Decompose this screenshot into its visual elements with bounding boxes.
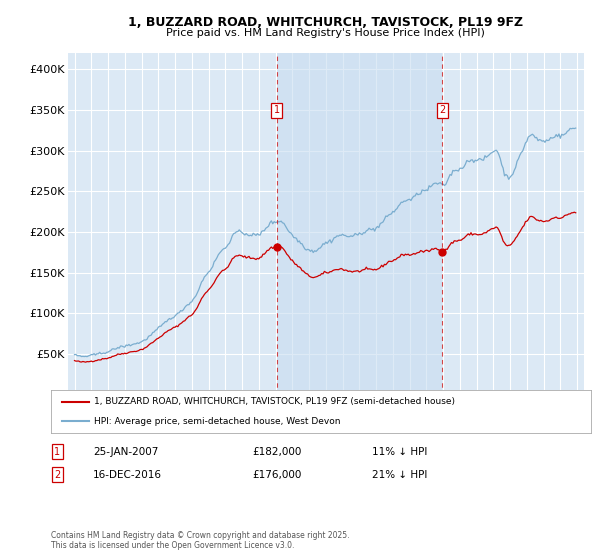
Text: Contains HM Land Registry data © Crown copyright and database right 2025.
This d: Contains HM Land Registry data © Crown c… — [51, 530, 349, 550]
Text: £176,000: £176,000 — [252, 470, 301, 480]
Text: 1, BUZZARD ROAD, WHITCHURCH, TAVISTOCK, PL19 9FZ: 1, BUZZARD ROAD, WHITCHURCH, TAVISTOCK, … — [128, 16, 523, 29]
Text: 1: 1 — [274, 105, 280, 115]
Bar — [277, 53, 442, 395]
Text: £182,000: £182,000 — [252, 447, 301, 457]
Text: 1, BUZZARD ROAD, WHITCHURCH, TAVISTOCK, PL19 9FZ (semi-detached house): 1, BUZZARD ROAD, WHITCHURCH, TAVISTOCK, … — [94, 398, 455, 407]
Text: 2: 2 — [54, 470, 60, 480]
Text: 16-DEC-2016: 16-DEC-2016 — [93, 470, 162, 480]
Text: HPI: Average price, semi-detached house, West Devon: HPI: Average price, semi-detached house,… — [94, 417, 341, 426]
Text: 2: 2 — [439, 105, 446, 115]
Text: 11% ↓ HPI: 11% ↓ HPI — [372, 447, 427, 457]
Text: 25-JAN-2007: 25-JAN-2007 — [93, 447, 158, 457]
Text: Price paid vs. HM Land Registry's House Price Index (HPI): Price paid vs. HM Land Registry's House … — [166, 28, 485, 38]
Text: 1: 1 — [54, 447, 60, 457]
Text: 21% ↓ HPI: 21% ↓ HPI — [372, 470, 427, 480]
